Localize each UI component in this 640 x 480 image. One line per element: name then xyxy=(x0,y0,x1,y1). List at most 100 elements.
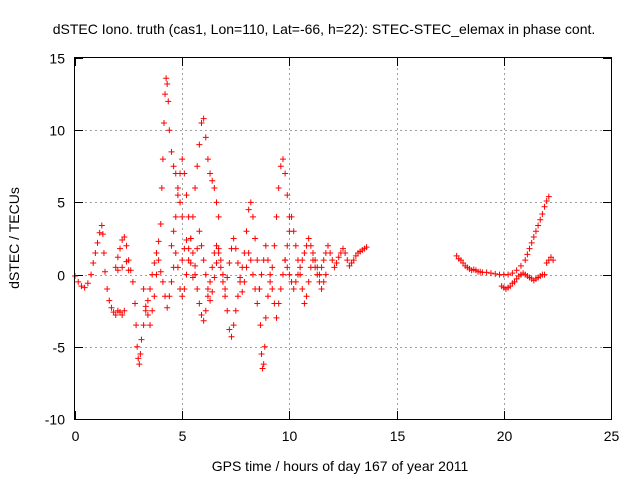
data-point xyxy=(183,271,190,278)
data-point xyxy=(247,199,254,206)
data-point xyxy=(142,303,149,310)
data-point xyxy=(224,274,231,281)
data-points xyxy=(72,75,557,372)
data-point xyxy=(267,271,274,278)
data-point xyxy=(159,278,166,285)
data-point xyxy=(526,245,533,252)
data-point xyxy=(151,260,158,267)
data-point xyxy=(232,307,239,314)
data-point xyxy=(185,245,192,252)
data-point xyxy=(254,300,261,307)
data-point xyxy=(207,297,214,304)
x-tick-label: 25 xyxy=(604,428,620,444)
data-point xyxy=(168,278,175,285)
data-point xyxy=(164,80,171,87)
data-point xyxy=(222,293,229,300)
data-point xyxy=(202,307,209,314)
data-point xyxy=(211,274,218,281)
data-point xyxy=(170,163,177,170)
data-point xyxy=(217,264,224,271)
data-point xyxy=(487,270,494,277)
data-point xyxy=(333,260,340,267)
data-point xyxy=(94,239,101,246)
data-point xyxy=(309,249,316,256)
data-point xyxy=(108,304,115,311)
data-point xyxy=(245,249,252,256)
data-point xyxy=(215,245,222,252)
data-point xyxy=(159,156,166,163)
data-point xyxy=(168,148,175,155)
data-point xyxy=(213,260,220,267)
data-point xyxy=(179,213,186,220)
data-point xyxy=(282,257,289,264)
data-point xyxy=(320,278,327,285)
data-point xyxy=(228,333,235,340)
data-point xyxy=(262,314,269,321)
data-point xyxy=(260,361,267,368)
y-tick-label: 0 xyxy=(57,268,65,284)
data-point xyxy=(92,249,99,256)
data-point xyxy=(257,322,264,329)
data-point xyxy=(102,268,109,275)
data-point xyxy=(297,264,304,271)
data-point xyxy=(183,236,190,243)
series-arc-2 xyxy=(112,75,186,368)
data-point xyxy=(299,286,306,293)
x-tick-label: 10 xyxy=(282,428,298,444)
y-axis: -10 -5 0 5 10 15 xyxy=(45,51,611,428)
data-point xyxy=(138,336,145,343)
data-point xyxy=(318,264,325,271)
data-point xyxy=(187,260,194,267)
data-point xyxy=(123,242,130,249)
data-point xyxy=(543,197,550,204)
data-point xyxy=(155,238,162,245)
data-point xyxy=(204,156,211,163)
data-point xyxy=(258,271,265,278)
data-point xyxy=(207,170,214,177)
data-point xyxy=(252,235,259,242)
data-point xyxy=(163,75,170,82)
data-point xyxy=(166,293,173,300)
data-point xyxy=(483,269,490,276)
data-point xyxy=(535,222,542,229)
data-point xyxy=(279,156,286,163)
plot-frame xyxy=(74,57,612,420)
data-point xyxy=(99,231,106,238)
data-point xyxy=(209,288,216,295)
data-point xyxy=(545,193,552,200)
data-point xyxy=(292,242,299,249)
data-point xyxy=(112,264,119,271)
data-point xyxy=(168,242,175,249)
series-arc-7 xyxy=(453,193,552,278)
data-point xyxy=(100,249,107,256)
data-point xyxy=(136,361,143,368)
data-point xyxy=(292,278,299,285)
data-point xyxy=(119,264,126,271)
data-point xyxy=(275,300,282,307)
series-arc-5 xyxy=(179,213,329,321)
data-point xyxy=(153,249,160,256)
data-point xyxy=(262,242,269,249)
data-point xyxy=(189,249,196,256)
data-point xyxy=(198,242,205,249)
data-point xyxy=(135,355,142,362)
data-point xyxy=(237,274,244,281)
data-point xyxy=(509,270,516,277)
x-tick-label: 0 xyxy=(72,428,80,444)
data-point xyxy=(219,278,226,285)
data-point xyxy=(271,242,278,249)
data-point xyxy=(301,300,308,307)
data-point xyxy=(181,170,188,177)
data-point xyxy=(192,262,199,269)
data-point xyxy=(316,271,323,278)
data-point xyxy=(140,322,147,329)
data-point xyxy=(267,278,274,285)
data-point xyxy=(127,267,134,274)
data-point xyxy=(106,297,113,304)
data-point xyxy=(277,286,284,293)
data-point xyxy=(137,351,144,358)
data-point xyxy=(264,257,271,264)
data-point xyxy=(277,163,284,170)
data-point xyxy=(194,163,201,170)
data-point xyxy=(284,264,291,271)
